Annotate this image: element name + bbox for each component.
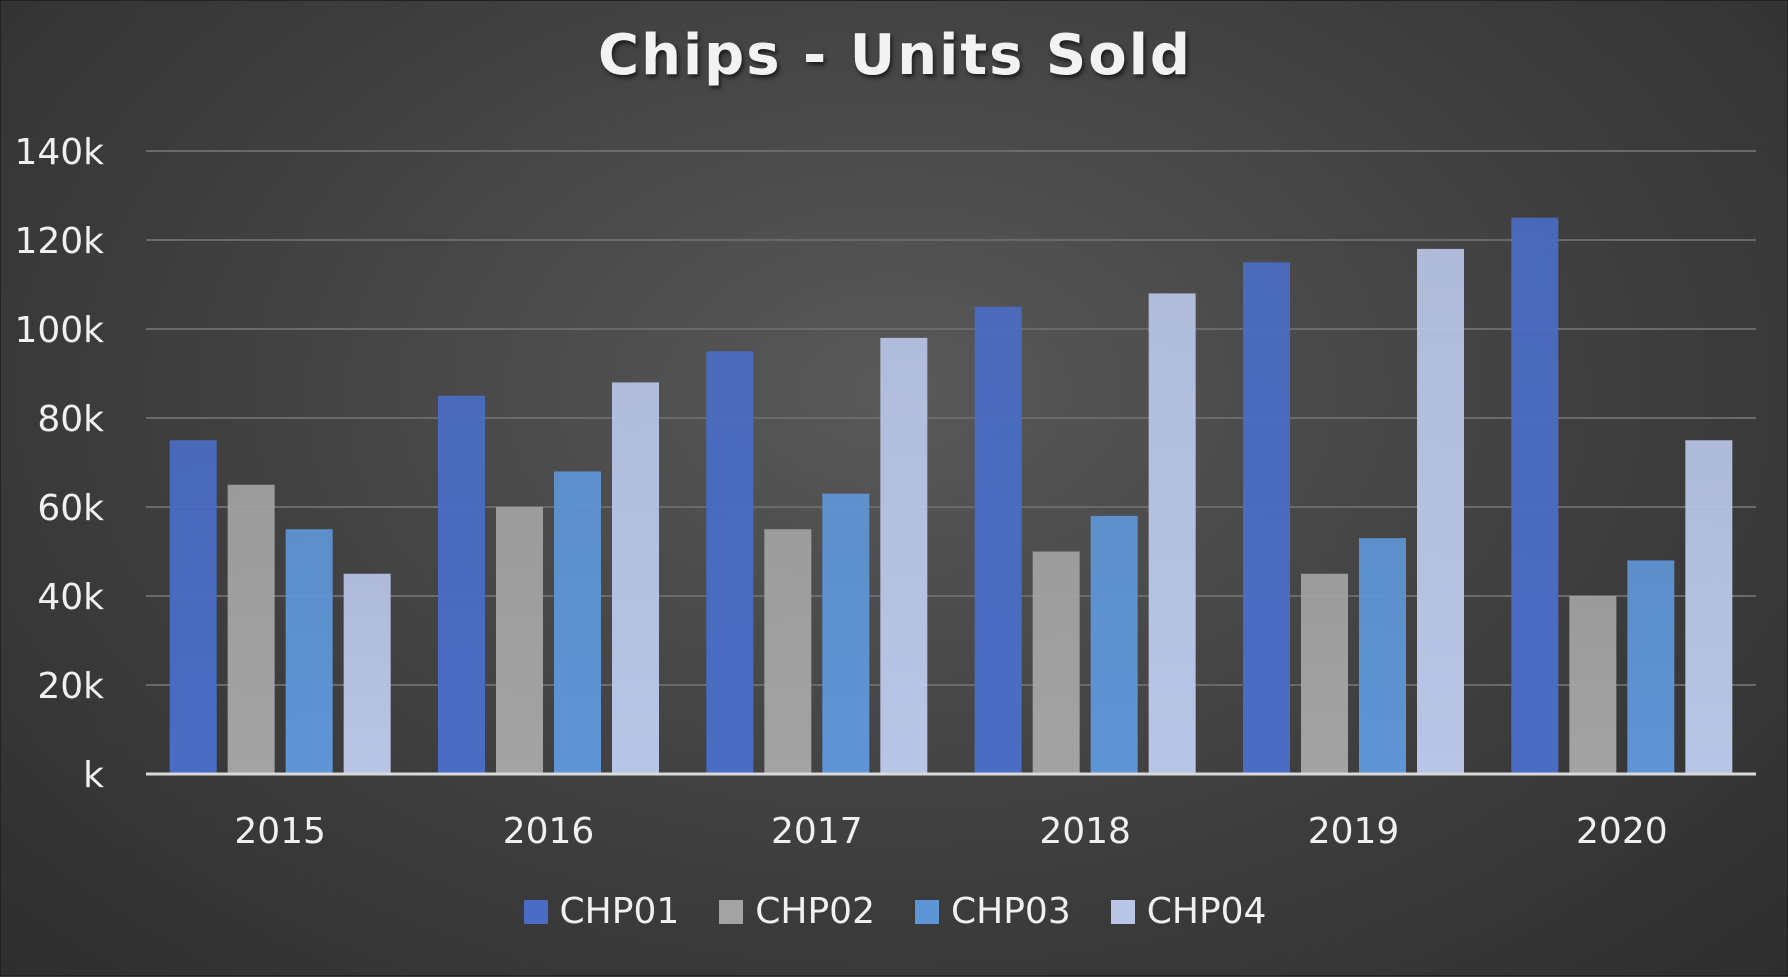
y-tick-label: 60k	[37, 488, 104, 529]
chart-legend: CHP01 CHP02 CHP03 CHP04	[1, 891, 1788, 932]
bar-chp01-2016	[438, 395, 485, 774]
bar-chp01-2017	[706, 351, 754, 774]
legend-swatch	[523, 899, 548, 924]
bar-chp02-2020	[1569, 596, 1617, 774]
bar-chp04-2017	[880, 337, 928, 774]
y-tick-label: k	[83, 755, 104, 796]
bar-chp03-2020	[1627, 560, 1675, 774]
y-tick-label: 80k	[37, 399, 104, 440]
x-tick-label: 2019	[1308, 811, 1400, 852]
bar-chp04-2020	[1685, 440, 1733, 774]
bar-chp01-2019	[1243, 262, 1290, 774]
bar-chp02-2017	[764, 529, 812, 774]
bar-chp03-2016	[554, 471, 601, 774]
bar-chp03-2017	[822, 493, 870, 774]
y-tick-label: 40k	[37, 577, 104, 618]
y-tick-label: 100k	[14, 310, 104, 351]
legend-label: CHP02	[755, 891, 875, 932]
bar-chp03-2015	[285, 529, 333, 774]
bar-chp01-2020	[1511, 217, 1559, 774]
y-tick-label: 20k	[37, 666, 104, 707]
bar-chp02-2018	[1032, 551, 1080, 774]
legend-swatch	[1110, 899, 1135, 924]
legend-item-chp04: CHP04	[1110, 891, 1267, 932]
bar-chp01-2015	[169, 440, 217, 774]
bar-chp01-2018	[974, 306, 1022, 774]
chart-title: Chips - Units Sold	[597, 23, 1193, 88]
bar-chp04-2016	[612, 382, 659, 774]
legend-item-chp02: CHP02	[719, 891, 875, 932]
bar-chp02-2015	[227, 484, 275, 774]
x-tick-label: 2018	[1039, 811, 1131, 852]
legend-item-chp01: CHP01	[523, 891, 680, 932]
x-tick-label: 2020	[1576, 811, 1668, 852]
x-tick-label: 2017	[771, 811, 863, 852]
bar-chp04-2019	[1417, 248, 1464, 774]
x-tick-label: 2015	[234, 811, 326, 852]
bar-chp03-2019	[1359, 538, 1406, 774]
bar-chp02-2016	[496, 507, 543, 774]
y-tick-label: 140k	[14, 132, 104, 173]
bar-chp04-2018	[1148, 293, 1196, 774]
legend-label: CHP04	[1146, 891, 1267, 932]
bar-chp04-2015	[343, 573, 391, 774]
legend-label: CHP01	[559, 891, 680, 932]
x-tick-label: 2016	[503, 811, 595, 852]
legend-label: CHP03	[951, 891, 1071, 932]
bar-chp02-2019	[1301, 573, 1348, 774]
legend-swatch	[915, 899, 939, 924]
y-tick-label: 120k	[14, 221, 104, 262]
legend-item-chp03: CHP03	[915, 891, 1071, 932]
legend-swatch	[719, 899, 744, 924]
bar-chp03-2018	[1090, 515, 1138, 774]
